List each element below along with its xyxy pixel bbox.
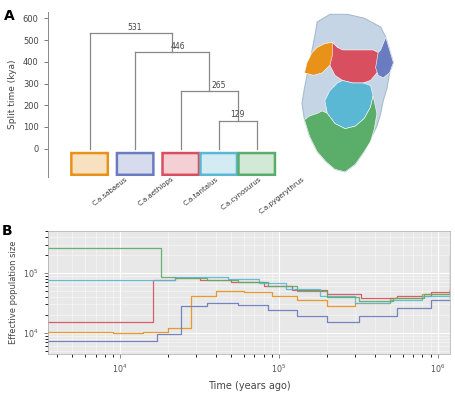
Text: 129: 129: [231, 110, 245, 119]
Text: 446: 446: [171, 41, 186, 51]
FancyBboxPatch shape: [117, 153, 153, 175]
Text: C.a.cynosurus: C.a.cynosurus: [220, 176, 263, 211]
FancyBboxPatch shape: [162, 153, 199, 175]
Text: 531: 531: [127, 23, 142, 32]
Text: A: A: [4, 9, 14, 23]
FancyBboxPatch shape: [71, 153, 108, 175]
Text: C.a.sabaeus: C.a.sabaeus: [91, 176, 128, 207]
Text: B: B: [1, 224, 12, 238]
Y-axis label: Effective population size: Effective population size: [9, 241, 18, 344]
X-axis label: Time (years ago): Time (years ago): [208, 380, 290, 391]
Text: C.a.aethiops: C.a.aethiops: [136, 176, 175, 207]
FancyBboxPatch shape: [201, 153, 237, 175]
Text: C.a.pygerythrus: C.a.pygerythrus: [258, 176, 306, 215]
Text: C.a.tantalus: C.a.tantalus: [182, 176, 219, 206]
Text: 265: 265: [211, 81, 226, 90]
Y-axis label: Split time (kya): Split time (kya): [8, 60, 17, 129]
FancyBboxPatch shape: [238, 153, 275, 175]
